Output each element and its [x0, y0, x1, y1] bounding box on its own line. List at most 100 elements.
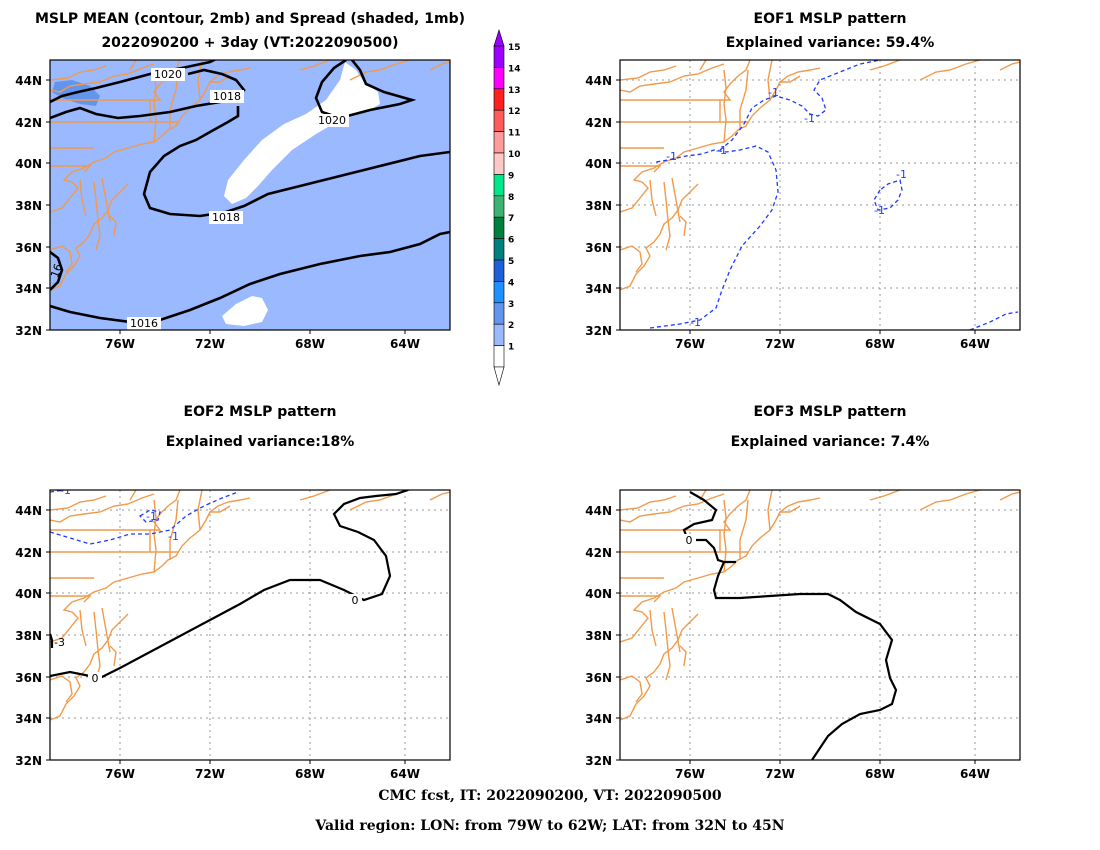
colorbar-bin	[493, 323, 505, 346]
colorbar-label: 11	[508, 129, 521, 139]
lon-tick-label: 64W	[960, 337, 990, 351]
lat-tick-label: 32N	[585, 754, 612, 768]
lat-tick-label: 38N	[15, 199, 42, 213]
contour-label: 16	[48, 262, 65, 280]
lat-tick-label: 38N	[585, 629, 612, 643]
colorbar-bin	[493, 302, 505, 325]
lat-tick-label: 42N	[585, 116, 612, 130]
coastline	[620, 60, 1020, 291]
lon-tick-label: 76W	[105, 767, 135, 781]
colorbar-label: 15	[508, 43, 521, 53]
map-frame	[49, 489, 451, 761]
lat-tick-label: 38N	[585, 199, 612, 213]
contour-label: 0	[92, 672, 99, 685]
contour-label: 1020	[318, 114, 346, 127]
lon-tick-label: 64W	[390, 337, 420, 351]
contour-label: -3	[54, 636, 65, 649]
mslp-contours	[50, 60, 450, 324]
lat-tick-label: 40N	[585, 587, 612, 601]
colorbar-label: 8	[508, 193, 514, 203]
mean-title-line1: MSLP MEAN (contour, 2mb) and Spread (sha…	[35, 11, 465, 27]
lon-tick-label: 68W	[865, 767, 895, 781]
coastline	[620, 490, 1020, 721]
colorbar-top-arrow	[493, 28, 505, 47]
contour-label: 0	[686, 534, 693, 547]
axis-labels: 44N 42N 40N 38N 36N 34N 32N 76W 72W 68W 64W 44N 42N 4…	[15, 74, 990, 781]
lon-tick-label: 72W	[195, 337, 225, 351]
spread-low-patch-south	[222, 296, 268, 326]
lon-tick-label: 72W	[765, 337, 795, 351]
eof2-contours	[50, 490, 239, 545]
spread-colorbar: 15 14 13 12 11 10 9 8 7 6 5 4 3 2 1	[493, 28, 521, 387]
lat-tick-label: 38N	[15, 629, 42, 643]
colorbar-label: 14	[508, 64, 521, 74]
colorbar-bin	[493, 238, 505, 261]
lat-tick-label: 36N	[585, 241, 612, 255]
colorbar-bottom-arrow	[493, 366, 505, 387]
colorbar-label: 9	[508, 171, 514, 181]
footer-line1: CMC fcst, IT: 2022090200, VT: 2022090500	[378, 788, 722, 804]
lat-tick-label: 34N	[15, 712, 42, 726]
colorbar-bin	[493, 152, 505, 175]
contour-label: 1018	[212, 211, 240, 224]
spread-low-patch-north	[224, 62, 380, 204]
lat-tick-label: 42N	[585, 546, 612, 560]
colorbar-label: 5	[508, 257, 514, 267]
colorbar-bin	[493, 195, 505, 218]
colorbar-bin	[493, 109, 505, 132]
colorbar-label: 6	[508, 236, 514, 246]
lat-tick-label: 32N	[15, 754, 42, 768]
eof2-title-line1: EOF2 MSLP pattern	[183, 404, 337, 420]
mean-title-line2: 2022090200 + 3day (VT:2022090500)	[101, 35, 399, 51]
lat-tick-label: 40N	[15, 157, 42, 171]
lat-tick-label: 34N	[15, 282, 42, 296]
coastline	[50, 490, 450, 721]
contour-label: -1	[60, 484, 71, 497]
lat-tick-label: 44N	[585, 74, 612, 88]
lat-tick-label: 36N	[15, 241, 42, 255]
colorbar-label: 2	[508, 321, 514, 331]
contour-label: 1018	[213, 90, 241, 103]
lat-tick-label: 36N	[585, 671, 612, 685]
lon-tick-label: 64W	[390, 767, 420, 781]
colorbar-label: 4	[508, 278, 514, 288]
colorbar-label: 1	[508, 343, 514, 353]
eof2-title-line2: Explained variance:18%	[165, 434, 355, 450]
contour-label: 0	[352, 594, 359, 607]
contour-label: -1	[768, 86, 779, 99]
lon-tick-label: 68W	[295, 767, 325, 781]
lon-tick-label: 64W	[960, 767, 990, 781]
eof1-title-line2: Explained variance: 59.4%	[725, 35, 935, 51]
eof3-zero-contour	[682, 491, 898, 760]
colorbar-bin	[493, 88, 505, 111]
eof3-panel: 0	[619, 489, 1021, 761]
colorbar-label: 7	[508, 214, 514, 224]
lat-tick-label: 40N	[585, 157, 612, 171]
lon-tick-label: 68W	[295, 337, 325, 351]
contour-label: -1	[146, 510, 157, 523]
lat-tick-label: 42N	[15, 116, 42, 130]
lon-tick-label: 68W	[865, 337, 895, 351]
footer-line2: Valid region: LON: from 79W to 62W; LAT:…	[315, 818, 785, 834]
contour-label: -1	[896, 168, 907, 181]
colorbar-label: 12	[508, 107, 521, 117]
contour-label: -1	[168, 530, 179, 543]
lat-tick-label: 32N	[15, 324, 42, 338]
lat-tick-label: 32N	[585, 324, 612, 338]
lat-tick-label: 34N	[585, 712, 612, 726]
map-frame	[49, 59, 451, 331]
mean-contour-labels: 1020 1018 1020 1018 1016 16	[48, 68, 349, 330]
lat-tick-label: 44N	[15, 74, 42, 88]
eof1-contour-labels: -1 -1 -1 -1 -1 -1 -1	[666, 86, 907, 329]
colorbar-bin	[493, 174, 505, 197]
colorbar-bin	[493, 216, 505, 239]
eof2-zero-contour	[50, 490, 409, 680]
lon-tick-label: 72W	[195, 767, 225, 781]
colorbar-bin	[493, 281, 505, 304]
eof2-panel: -1 -1 -1 0 0 -3	[49, 484, 451, 761]
contour-label: -1	[716, 144, 727, 157]
colorbar-label: 3	[508, 300, 514, 310]
eof3-title-line2: Explained variance: 7.4%	[730, 434, 930, 450]
lon-tick-label: 76W	[105, 337, 135, 351]
colorbar-label: 13	[508, 86, 521, 96]
